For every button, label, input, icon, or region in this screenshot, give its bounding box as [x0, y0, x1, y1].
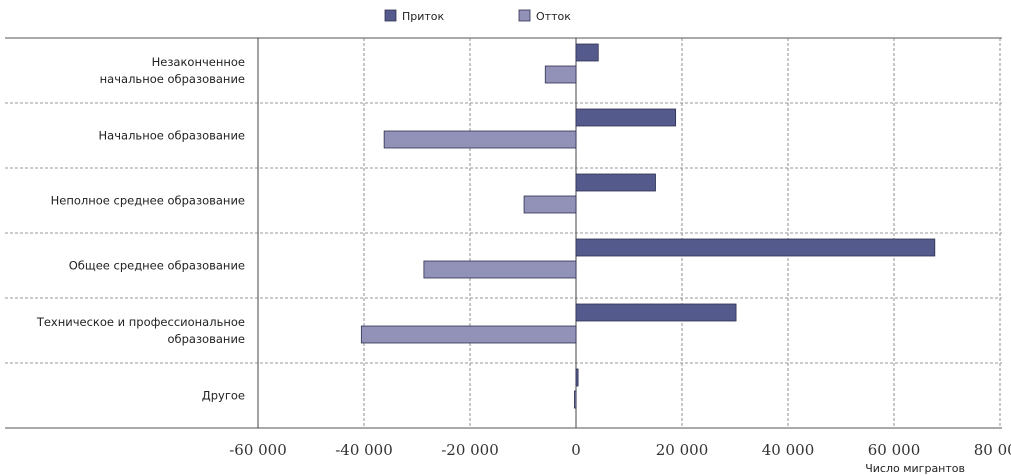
- x-tick-label: 80 000: [974, 441, 1011, 459]
- x-tick-label: 20 000: [656, 441, 709, 459]
- x-tick-label: -40 000: [335, 441, 393, 459]
- x-axis-ticks: -60 000 -40 000 -20 000 0 20 000 40 000 60 000…: [229, 441, 1011, 459]
- legend-swatch: [518, 9, 531, 22]
- x-axis-title: Число мигрантов: [865, 462, 965, 475]
- category-label: Другое: [202, 389, 245, 403]
- grid: [5, 37, 1002, 429]
- x-tick-label: -60 000: [229, 441, 287, 459]
- legend-swatch: [384, 9, 397, 22]
- bar-inflow: [575, 173, 656, 192]
- x-tick-label: -20 000: [441, 441, 499, 459]
- x-tick-label: 0: [571, 441, 581, 459]
- category-label: Незаконченное начальное образование: [100, 55, 245, 86]
- legend: Приток Отток: [384, 9, 571, 23]
- category-label: Начальное образование: [99, 129, 245, 143]
- bar-outflow: [383, 130, 577, 149]
- category-label: Общее среднее образование: [69, 259, 245, 273]
- bar-inflow: [575, 238, 936, 257]
- bar-inflow: [575, 43, 599, 62]
- category-labels: Незаконченное начальное образование Началь…: [36, 55, 245, 403]
- x-tick-label: 60 000: [868, 441, 921, 459]
- bar-outflow: [360, 325, 577, 344]
- bar-outflow: [423, 260, 577, 279]
- bar-inflow: [575, 303, 737, 322]
- bar-inflow: [575, 368, 579, 387]
- bars: [360, 43, 936, 409]
- bar-outflow: [574, 390, 577, 409]
- legend-label: Приток: [402, 10, 445, 23]
- category-label: Техническое и профессиональное образовани…: [36, 315, 245, 346]
- legend-label: Отток: [536, 10, 571, 23]
- bar-outflow: [544, 65, 577, 84]
- category-label: Неполное среднее образование: [51, 194, 245, 208]
- bar-inflow: [575, 108, 677, 127]
- bar-outflow: [523, 195, 577, 214]
- x-tick-label: 40 000: [762, 441, 815, 459]
